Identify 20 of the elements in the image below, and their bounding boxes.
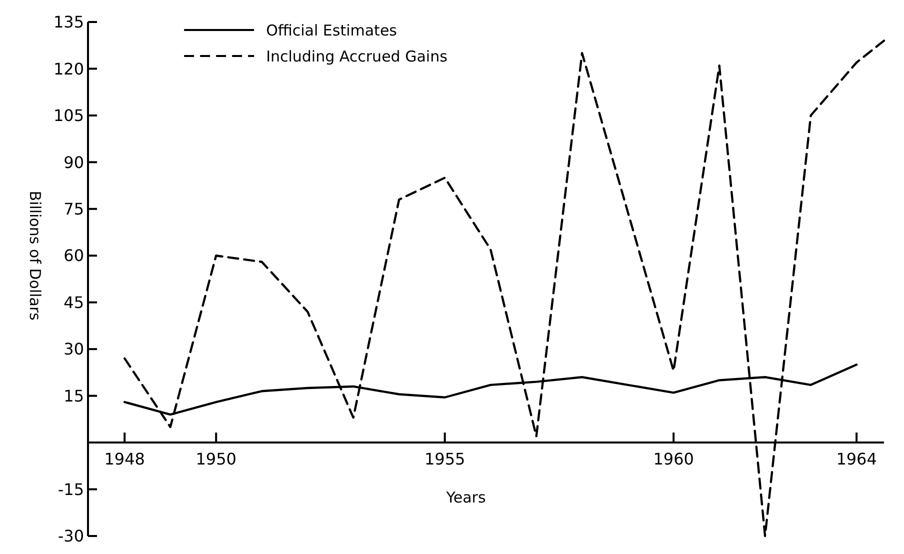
- y-tick-label: 15: [64, 386, 84, 406]
- x-tick-label: 1964: [836, 450, 877, 469]
- y-tick-label: 60: [64, 246, 84, 266]
- x-tick-label: 1948: [104, 450, 145, 469]
- y-tick-label: 75: [64, 200, 84, 219]
- x-tick-label: 1950: [196, 450, 236, 469]
- y-tick-label: 135: [53, 12, 84, 32]
- legend-label: Official Estimates: [266, 21, 398, 40]
- y-tick-label: -30: [58, 526, 84, 546]
- y-tick-label: 105: [53, 106, 84, 126]
- y-tick-label: 120: [53, 59, 84, 78]
- y-tick-label: 30: [64, 340, 84, 359]
- y-axis-title: Billions of Dollars: [26, 190, 44, 321]
- y-tick-label: -15: [58, 480, 84, 499]
- x-axis-title: Years: [445, 488, 486, 507]
- y-tick-label: 90: [64, 152, 84, 172]
- legend-label: Including Accrued Gains: [266, 47, 448, 66]
- y-tick-label: 45: [64, 292, 84, 312]
- x-tick-label: 1955: [424, 450, 466, 469]
- x-tick-label: 1960: [653, 450, 694, 469]
